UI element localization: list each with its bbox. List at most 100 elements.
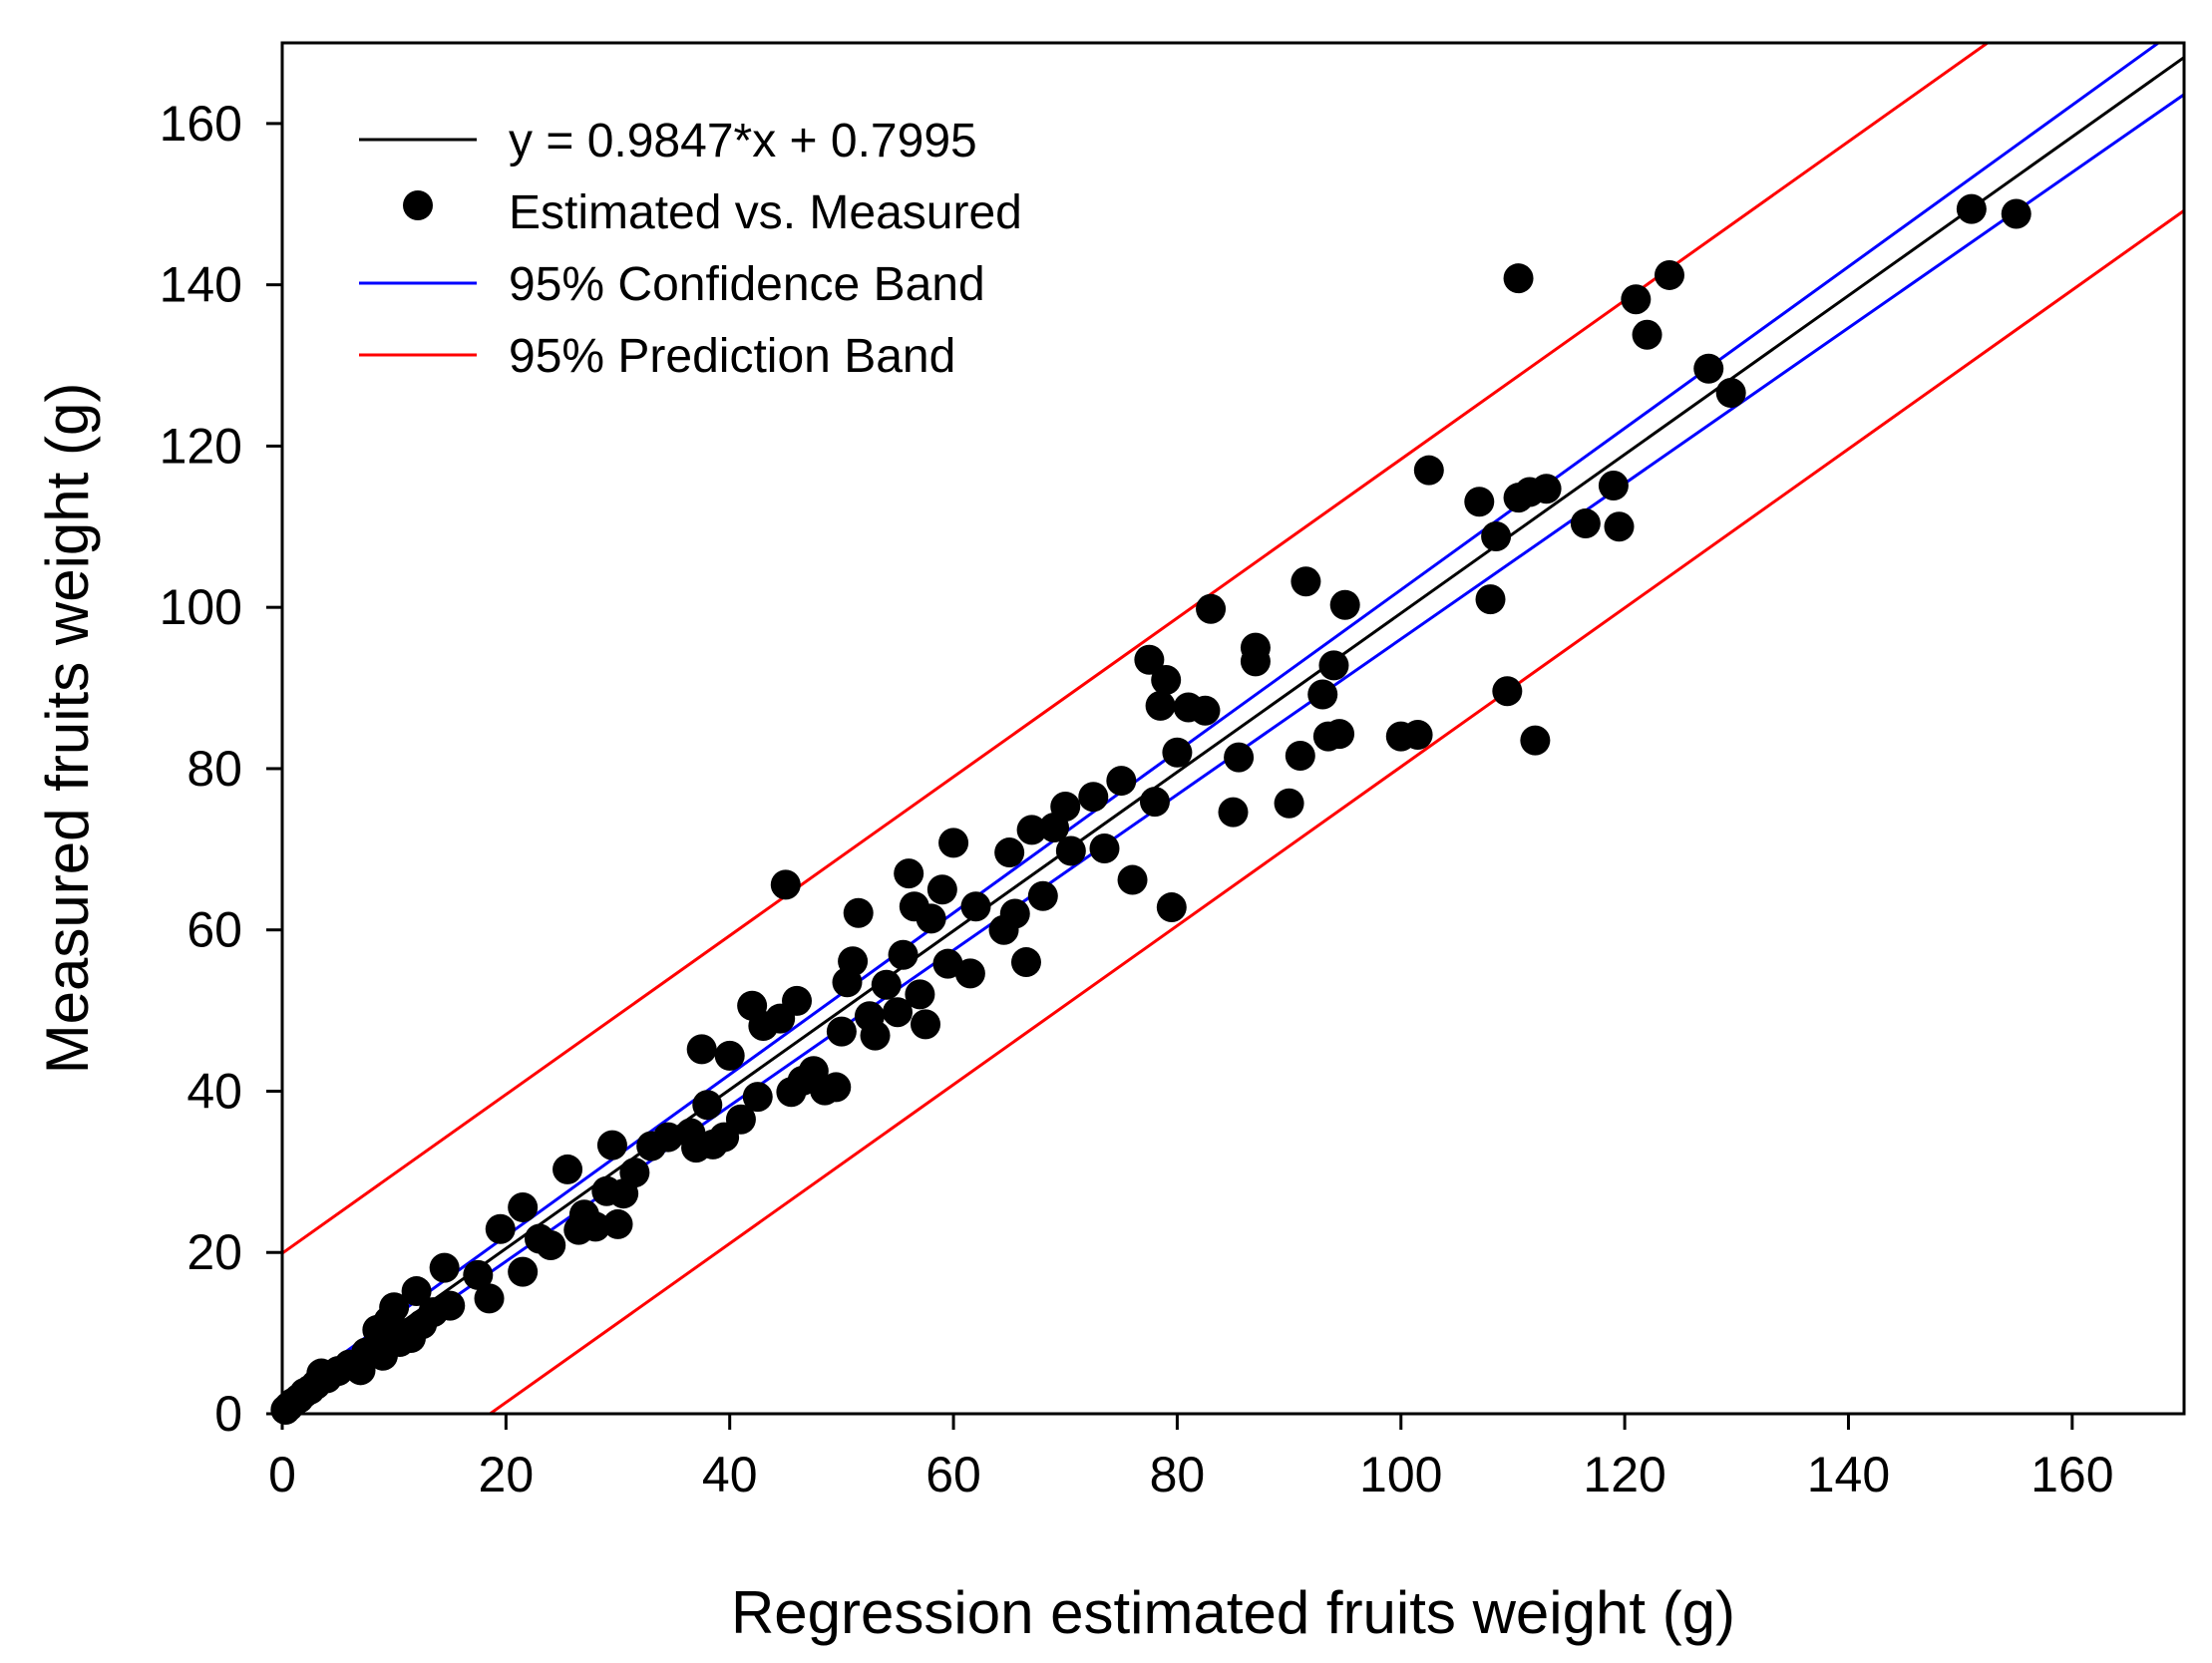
data-point [1621,284,1652,315]
data-point [1413,455,1444,486]
data-point [508,1256,539,1287]
data-point [485,1213,516,1244]
data-point [596,1130,627,1161]
data-point [1134,644,1165,675]
data-point [1010,947,1041,978]
x-axis: 0 20 40 60 80 100 120 140 160 [268,1414,2114,1502]
data-point [888,939,919,970]
data-point [742,1082,773,1113]
data-point [1050,791,1081,822]
data-point [838,946,869,977]
data-point [1956,193,1987,224]
data-point [401,1276,432,1307]
data-point [1196,593,1227,624]
data-point [770,869,801,900]
x-axis-title: Regression estimated fruits weight (g) [731,1579,1735,1646]
data-point [1632,319,1662,350]
x-tick-label: 80 [1150,1447,1206,1502]
data-point [1162,737,1193,768]
data-point [1139,787,1170,818]
data-point [871,969,902,1000]
data-point [1078,782,1109,813]
x-tick-label: 160 [2030,1447,2113,1502]
legend-label: 95% Prediction Band [509,330,955,383]
data-point [1715,378,1746,409]
y-tick-label: 120 [160,418,242,474]
data-point [894,858,924,889]
data-point [435,1290,466,1321]
data-point [1481,521,1512,551]
data-point [821,1072,852,1103]
y-tick-label: 60 [186,902,242,958]
data-point [1145,690,1176,721]
legend-swatch [403,190,433,220]
x-tick-label: 0 [268,1447,296,1502]
data-point [905,979,935,1010]
data-point [1475,584,1506,615]
data-point [1464,487,1495,517]
data-point [1016,815,1047,845]
data-point [999,898,1030,929]
data-point [916,903,946,934]
data-point [860,1020,891,1051]
points-layer [270,193,2031,1425]
data-point [1492,676,1523,707]
data-point [1693,353,1724,384]
data-point [1151,664,1182,695]
y-tick-label: 140 [160,257,242,313]
data-point [725,1104,756,1135]
data-point [1055,835,1086,866]
data-point [960,891,991,922]
data-point [954,958,985,989]
legend: y = 0.9847*x + 0.7995 Estimated vs. Measu… [359,115,1022,383]
data-point [1604,511,1635,542]
data-point [1224,742,1255,773]
y-tick-label: 80 [186,741,242,797]
data-point [692,1090,723,1121]
x-tick-label: 120 [1583,1447,1665,1502]
data-point [1190,695,1221,726]
data-point [1654,259,1684,290]
data-point [508,1191,539,1222]
x-tick-label: 20 [479,1447,535,1502]
data-point [1106,766,1137,797]
x-tick-label: 100 [1359,1447,1442,1502]
data-point [1318,650,1349,681]
x-tick-label: 40 [702,1447,758,1502]
data-point [1598,471,1629,501]
data-point [1117,864,1148,895]
legend-label: 95% Confidence Band [509,258,985,311]
data-point [1520,725,1551,756]
confidence-band-upper [282,43,2161,1400]
y-tick-label: 0 [214,1386,242,1442]
data-point [653,1122,684,1153]
y-axis-title: Measured fruits weight (g) [34,383,101,1075]
data-point [463,1259,494,1290]
y-axis: 0 20 40 60 80 100 120 140 160 [160,96,282,1442]
data-point [1240,646,1271,677]
prediction-band-upper [282,43,1991,1255]
prediction-band-lower [487,209,2184,1414]
data-point [882,997,913,1028]
data-point [1307,679,1338,710]
data-point [1402,719,1433,750]
data-point [994,837,1025,868]
x-tick-label: 60 [925,1447,981,1502]
y-tick-label: 100 [160,579,242,635]
data-point [379,1292,410,1323]
data-point [911,1009,941,1040]
data-point [1156,892,1187,923]
data-point [602,1208,633,1239]
data-point [536,1229,566,1260]
data-point [1531,474,1562,504]
data-point [938,828,969,858]
data-point [429,1252,460,1283]
data-point [714,1040,745,1071]
y-tick-label: 20 [186,1224,242,1280]
data-point [1089,833,1120,864]
data-point [1274,788,1304,819]
data-point [474,1283,505,1314]
data-point [686,1034,717,1065]
legend-label: Estimated vs. Measured [509,186,1022,239]
